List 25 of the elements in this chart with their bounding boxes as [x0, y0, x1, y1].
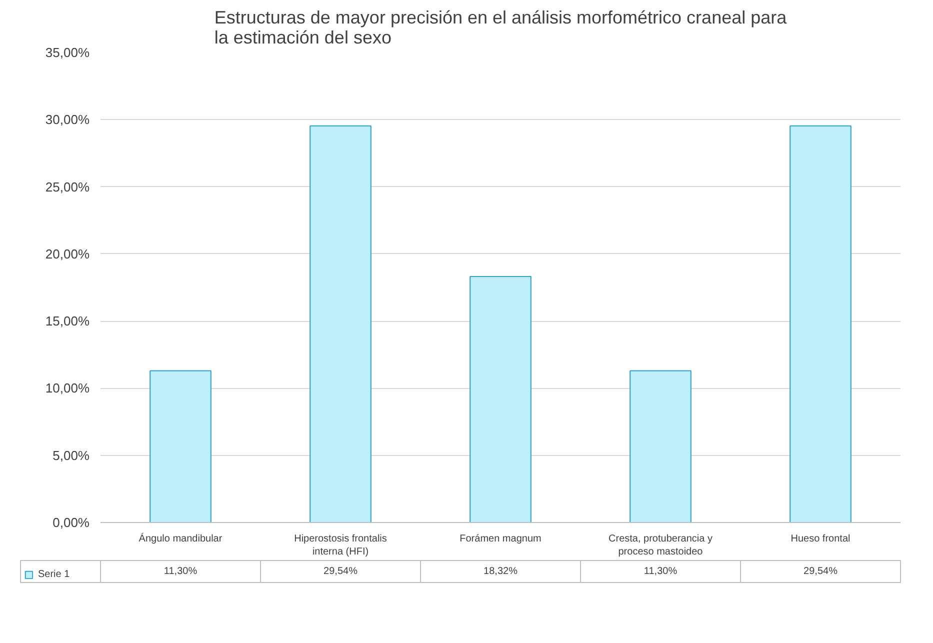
y-tick-label: 30,00% [45, 112, 90, 128]
bar [630, 370, 692, 522]
x-tick-label: Forámen magnum [460, 534, 542, 544]
data-label: 11,30% [164, 566, 198, 577]
y-tick-label: 10,00% [45, 380, 90, 396]
bar [310, 125, 372, 522]
data-label: 18,32% [484, 566, 518, 577]
bar [790, 125, 852, 522]
x-tick-label: Hiperostosis frontalis interna (HFI) [294, 534, 387, 558]
bar [150, 370, 212, 522]
chart-title: Estructuras de mayor precisión en el análisis morfométrico craneal para la estimación del sexo [214, 8, 788, 48]
y-tick-label: 5,00% [52, 448, 90, 463]
data-label: 11,30% [644, 566, 678, 577]
y-tick-label: 35,00% [45, 45, 90, 60]
y-tick-label: 0,00% [52, 515, 90, 530]
x-tick-label: Ángulo mandibular [138, 532, 223, 544]
legend-label: Serie 1 [38, 569, 70, 580]
data-label: 29,54% [324, 566, 358, 577]
x-tick-label: Cresta, protuberancia y proceso mastoideo [608, 534, 712, 558]
y-tick-label: 25,00% [45, 179, 90, 194]
x-tick-label: Hueso frontal [790, 534, 850, 544]
data-label: 29,54% [804, 566, 838, 577]
y-tick-label: 15,00% [45, 314, 90, 329]
bar [470, 276, 532, 522]
y-tick-label: 20,00% [45, 246, 90, 262]
